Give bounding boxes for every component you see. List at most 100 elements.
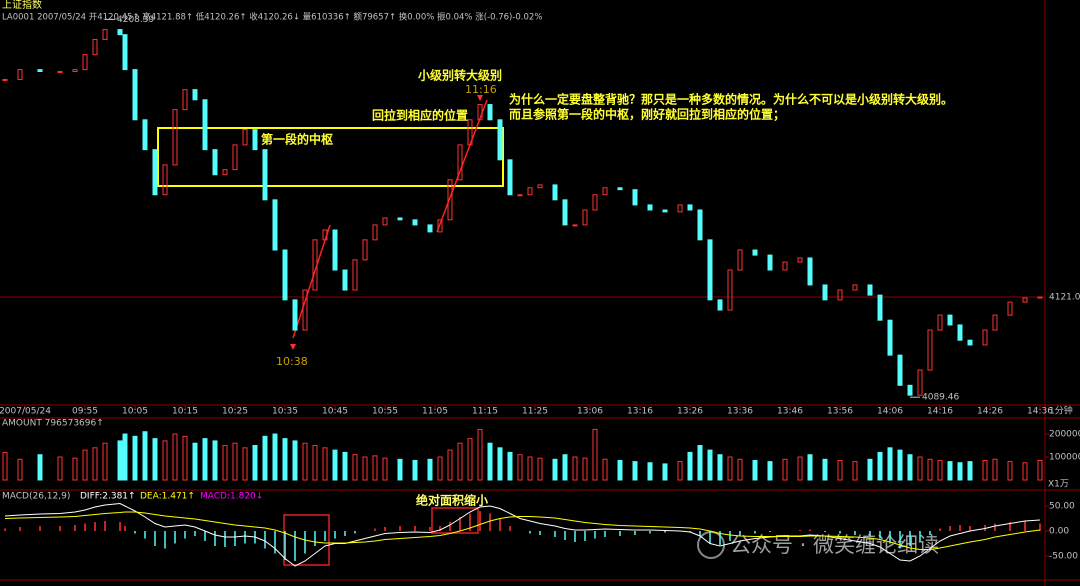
pivot-box [157,127,504,187]
candle [602,187,608,196]
candle [382,217,388,226]
volume-bar [602,458,608,481]
volume-bar [887,447,893,481]
candle [192,89,198,101]
volume-bar [57,456,63,481]
volume-bar [917,456,923,481]
legend-entry: MACD:1.820↓ [200,492,263,502]
candle [262,149,268,201]
volume-bar [397,458,403,481]
candle [707,239,713,301]
candle [122,34,128,71]
candle [727,269,733,311]
candle [292,299,298,331]
volume-bar [497,447,503,481]
volume-bar [562,454,568,481]
volume-bar [382,457,388,481]
candle [332,229,338,271]
annotation: 为什么一定要盘整背驰？那只是一种多数的情况。为什么不可以是小级别转大级别。 [509,92,953,107]
x-tick-label: 11:25 [522,407,548,417]
candle [362,239,368,261]
macd-line [4,511,1041,550]
y-tick-label: -50.00 [1049,552,1078,562]
candle [117,29,123,36]
candle [222,169,228,176]
volume-bar [572,456,578,481]
min-label: 4089.46 [922,393,959,403]
candle [887,319,893,356]
volume-bar [782,458,788,481]
candle [457,144,463,181]
volume-bar [737,458,743,481]
max-label: 4208.39 [117,15,154,25]
candle [92,38,98,56]
candle [302,289,308,331]
volume-bar [527,456,533,481]
candle [917,369,923,396]
annotation: 绝对面积缩小 [416,493,488,508]
volume-bar [687,451,693,481]
candle [572,224,578,227]
candle [252,129,258,151]
candle [272,199,278,251]
volume-bar [152,438,158,481]
volume-bar [302,442,308,481]
volume-bar [312,445,318,481]
candle [897,354,903,386]
candle [527,187,533,196]
x-tick-label: 11:05 [422,407,448,417]
candle [427,224,433,233]
trend-line [292,224,331,339]
x-tick-label: 13:46 [777,407,803,417]
candle [467,119,473,146]
candle [1037,296,1043,299]
candle [152,149,158,196]
x-tick-label: 10:55 [372,407,398,417]
y-tick-label: 4121.01 [1049,292,1080,302]
candle [182,89,188,111]
candle [322,229,328,241]
volume-bar [467,438,473,481]
x-tick-label: 10:15 [172,407,198,417]
macd-header: MACD(26,12,9) [2,492,70,502]
volume-bar [172,433,178,481]
candle [867,284,873,296]
candle [737,249,743,271]
volume-bar [677,461,683,481]
volume-bar [907,454,913,481]
candle [507,159,513,196]
candle [992,314,998,331]
volume-bar [142,431,148,481]
candle [282,249,288,301]
volume-bar [487,442,493,481]
volume-bar [1007,461,1013,481]
volume-bar [282,438,288,481]
volume-bar [362,456,368,481]
volume-bar [767,461,773,481]
volume-bar [2,451,8,481]
volume-bar [122,433,128,481]
x-tick-label: 09:55 [72,407,98,417]
info-line: LA0001 2007/05/24 开4120.45↑ 高4121.88↑ 低4… [2,12,542,23]
arrow [477,95,483,101]
volume-bar [537,457,543,481]
candle [877,294,883,321]
candle [82,54,88,71]
volume-bar [717,454,723,481]
macd-line [4,502,1041,567]
volume-bar [437,456,443,481]
volume-bar [707,449,713,481]
volume-bar [222,445,228,481]
volume-bar [957,462,963,481]
candle [752,249,758,256]
candle [437,219,443,233]
volume-bar [72,457,78,481]
candle [662,209,668,213]
annotation: 小级别转大级别 [418,68,502,83]
x-tick-label: 14:26 [977,407,1003,417]
x-tick-label: 13:06 [577,407,603,417]
candle [697,209,703,241]
volume-bar [82,449,88,481]
